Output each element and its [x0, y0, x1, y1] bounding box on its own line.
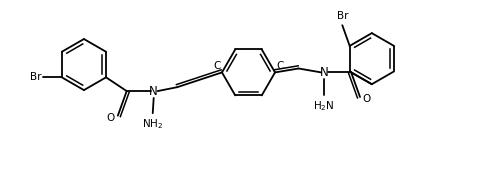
Text: C: C: [276, 61, 283, 71]
Text: Br: Br: [30, 72, 42, 82]
Text: C: C: [214, 61, 221, 71]
Text: N: N: [149, 85, 158, 98]
Text: NH$_2$: NH$_2$: [142, 118, 164, 131]
Text: O: O: [107, 113, 115, 123]
Text: N: N: [320, 66, 329, 79]
Text: O: O: [363, 94, 371, 104]
Text: Br: Br: [336, 11, 348, 21]
Text: H$_2$N: H$_2$N: [314, 99, 335, 113]
